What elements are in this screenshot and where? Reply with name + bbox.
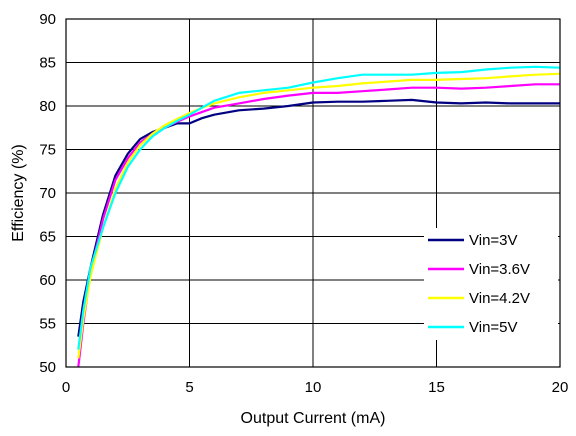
x-tick-label: 20 xyxy=(552,379,569,396)
y-tick-label: 65 xyxy=(39,229,56,246)
x-tick-labels: 0 5 10 15 20 xyxy=(62,379,569,396)
series-lines xyxy=(77,65,561,368)
y-axis-title: Efficiency (%) xyxy=(10,144,27,242)
series-line xyxy=(77,72,561,359)
y-tick-label: 60 xyxy=(39,272,56,289)
x-tick-label: 10 xyxy=(305,379,322,396)
legend-label: Vin=3V xyxy=(469,232,518,249)
x-axis-title: Output Current (mA) xyxy=(241,410,386,427)
x-tick-label: 5 xyxy=(185,379,193,396)
legend-label: Vin=5V xyxy=(469,319,518,336)
y-tick-label: 70 xyxy=(39,185,56,202)
legend-label: Vin=4.2V xyxy=(469,290,530,307)
legend: Vin=3V Vin=3.6V Vin=4.2V Vin=5V xyxy=(424,228,558,340)
y-tick-label: 75 xyxy=(39,142,56,159)
y-tick-label: 90 xyxy=(39,11,56,28)
y-tick-labels: 50 55 60 65 70 75 80 85 90 xyxy=(39,11,56,376)
x-tick-label: 0 xyxy=(62,379,70,396)
legend-box xyxy=(424,228,558,340)
plot-frame xyxy=(65,18,561,368)
series-line xyxy=(77,65,561,350)
y-tick-label: 85 xyxy=(39,55,56,72)
x-tick-label: 15 xyxy=(428,379,445,396)
y-tick-label: 55 xyxy=(39,316,56,333)
y-tick-label: 50 xyxy=(39,359,56,376)
series-line xyxy=(77,83,560,368)
y-tick-label: 80 xyxy=(39,98,56,115)
series-line xyxy=(77,98,560,337)
legend-label: Vin=3.6V xyxy=(469,261,530,278)
